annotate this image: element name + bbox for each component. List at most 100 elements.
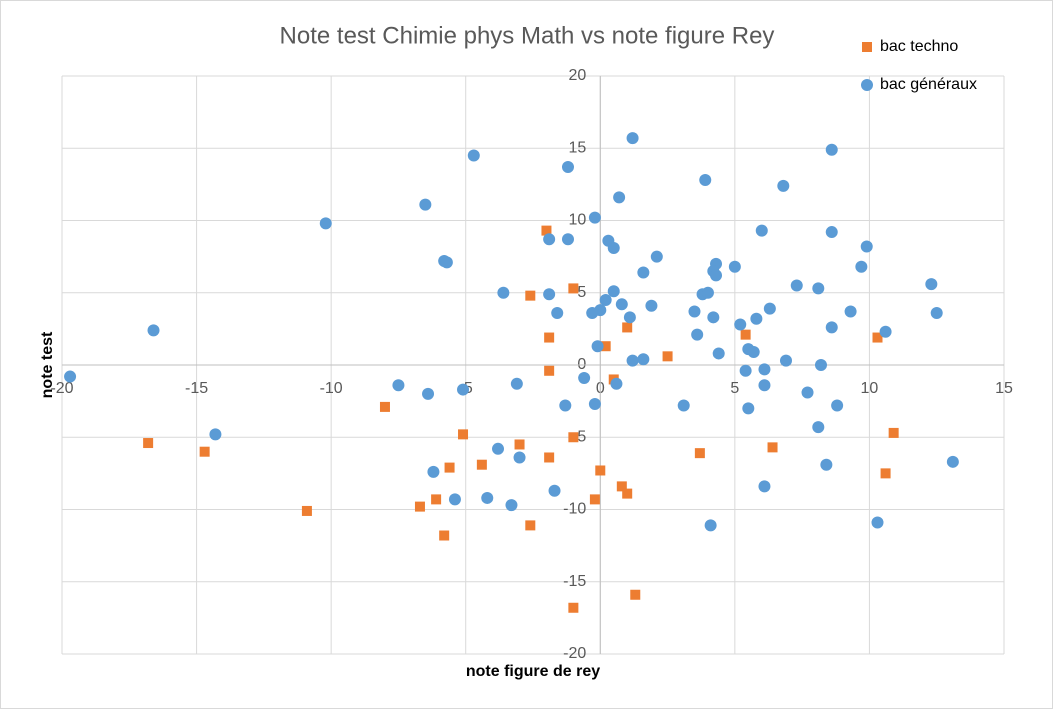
point bbox=[814, 359, 827, 371]
point bbox=[626, 354, 639, 367]
point bbox=[930, 306, 943, 319]
point bbox=[820, 458, 833, 471]
point bbox=[888, 427, 899, 438]
point bbox=[758, 480, 771, 493]
point bbox=[610, 377, 623, 390]
point bbox=[64, 370, 77, 383]
point bbox=[677, 399, 690, 412]
point bbox=[525, 520, 536, 531]
legend-marker bbox=[861, 79, 873, 91]
point bbox=[871, 516, 884, 529]
point bbox=[422, 387, 435, 400]
point bbox=[514, 439, 525, 450]
point bbox=[694, 448, 705, 459]
point bbox=[758, 379, 771, 392]
x-tick-label: -20 bbox=[50, 380, 73, 397]
point bbox=[525, 290, 536, 301]
point bbox=[812, 282, 825, 295]
point bbox=[637, 353, 650, 366]
x-tick-label: 5 bbox=[730, 380, 739, 397]
point bbox=[439, 530, 450, 541]
point bbox=[599, 293, 612, 306]
point bbox=[561, 161, 574, 174]
y-tick-label: -10 bbox=[563, 501, 586, 518]
point bbox=[740, 329, 751, 340]
point bbox=[844, 305, 857, 318]
chart-title: Note test Chimie phys Math vs note figur… bbox=[280, 22, 775, 49]
point bbox=[637, 266, 650, 279]
point bbox=[691, 328, 704, 341]
point bbox=[588, 398, 601, 411]
legend-label: bac généraux bbox=[880, 76, 977, 93]
point bbox=[510, 377, 523, 390]
point bbox=[379, 401, 390, 412]
y-tick-label: 15 bbox=[568, 139, 586, 156]
point bbox=[544, 332, 555, 343]
point bbox=[728, 260, 741, 273]
point bbox=[616, 481, 627, 492]
point bbox=[767, 442, 778, 453]
point bbox=[879, 325, 892, 338]
point bbox=[607, 285, 620, 298]
legend-marker bbox=[862, 42, 872, 52]
point bbox=[801, 386, 814, 399]
point bbox=[712, 347, 725, 360]
point bbox=[548, 484, 561, 497]
point bbox=[578, 372, 591, 385]
point bbox=[543, 288, 556, 301]
point bbox=[440, 256, 453, 269]
point bbox=[860, 240, 873, 253]
x-axis-title: note figure de rey bbox=[466, 663, 600, 680]
point bbox=[622, 322, 633, 333]
point bbox=[777, 179, 790, 192]
y-tick-label: 20 bbox=[568, 67, 586, 84]
point bbox=[615, 298, 628, 311]
point bbox=[630, 589, 641, 600]
point bbox=[872, 332, 883, 343]
point bbox=[701, 286, 714, 299]
point bbox=[790, 279, 803, 292]
point bbox=[561, 233, 574, 246]
point bbox=[626, 132, 639, 145]
point bbox=[476, 459, 487, 470]
point bbox=[662, 351, 673, 362]
point bbox=[588, 211, 601, 224]
point bbox=[734, 318, 747, 331]
y-tick-label: 5 bbox=[577, 284, 586, 301]
x-tick-label: -15 bbox=[185, 380, 208, 397]
y-tick-label: -15 bbox=[563, 573, 586, 590]
point bbox=[613, 191, 626, 204]
point bbox=[543, 233, 556, 246]
point bbox=[431, 494, 442, 505]
point bbox=[623, 311, 636, 324]
point bbox=[586, 306, 599, 319]
point bbox=[319, 217, 332, 230]
point bbox=[457, 383, 470, 396]
point bbox=[147, 324, 160, 337]
point bbox=[467, 149, 480, 162]
y-axis-title: note test bbox=[39, 331, 56, 398]
point bbox=[568, 283, 579, 294]
point bbox=[812, 421, 825, 434]
point bbox=[710, 269, 723, 282]
point bbox=[779, 354, 792, 367]
x-tick-label: -10 bbox=[320, 380, 343, 397]
point bbox=[301, 505, 312, 516]
point bbox=[541, 225, 552, 236]
point bbox=[855, 260, 868, 273]
point bbox=[739, 364, 752, 377]
point bbox=[825, 321, 838, 334]
point bbox=[143, 438, 154, 449]
point bbox=[497, 286, 510, 299]
x-tick-label: 10 bbox=[861, 380, 879, 397]
legend-label: bac techno bbox=[880, 38, 958, 55]
point bbox=[622, 488, 633, 499]
point bbox=[595, 465, 606, 476]
point bbox=[591, 340, 604, 353]
point bbox=[750, 312, 763, 325]
point bbox=[568, 602, 579, 613]
point bbox=[925, 278, 938, 291]
point bbox=[946, 455, 959, 468]
